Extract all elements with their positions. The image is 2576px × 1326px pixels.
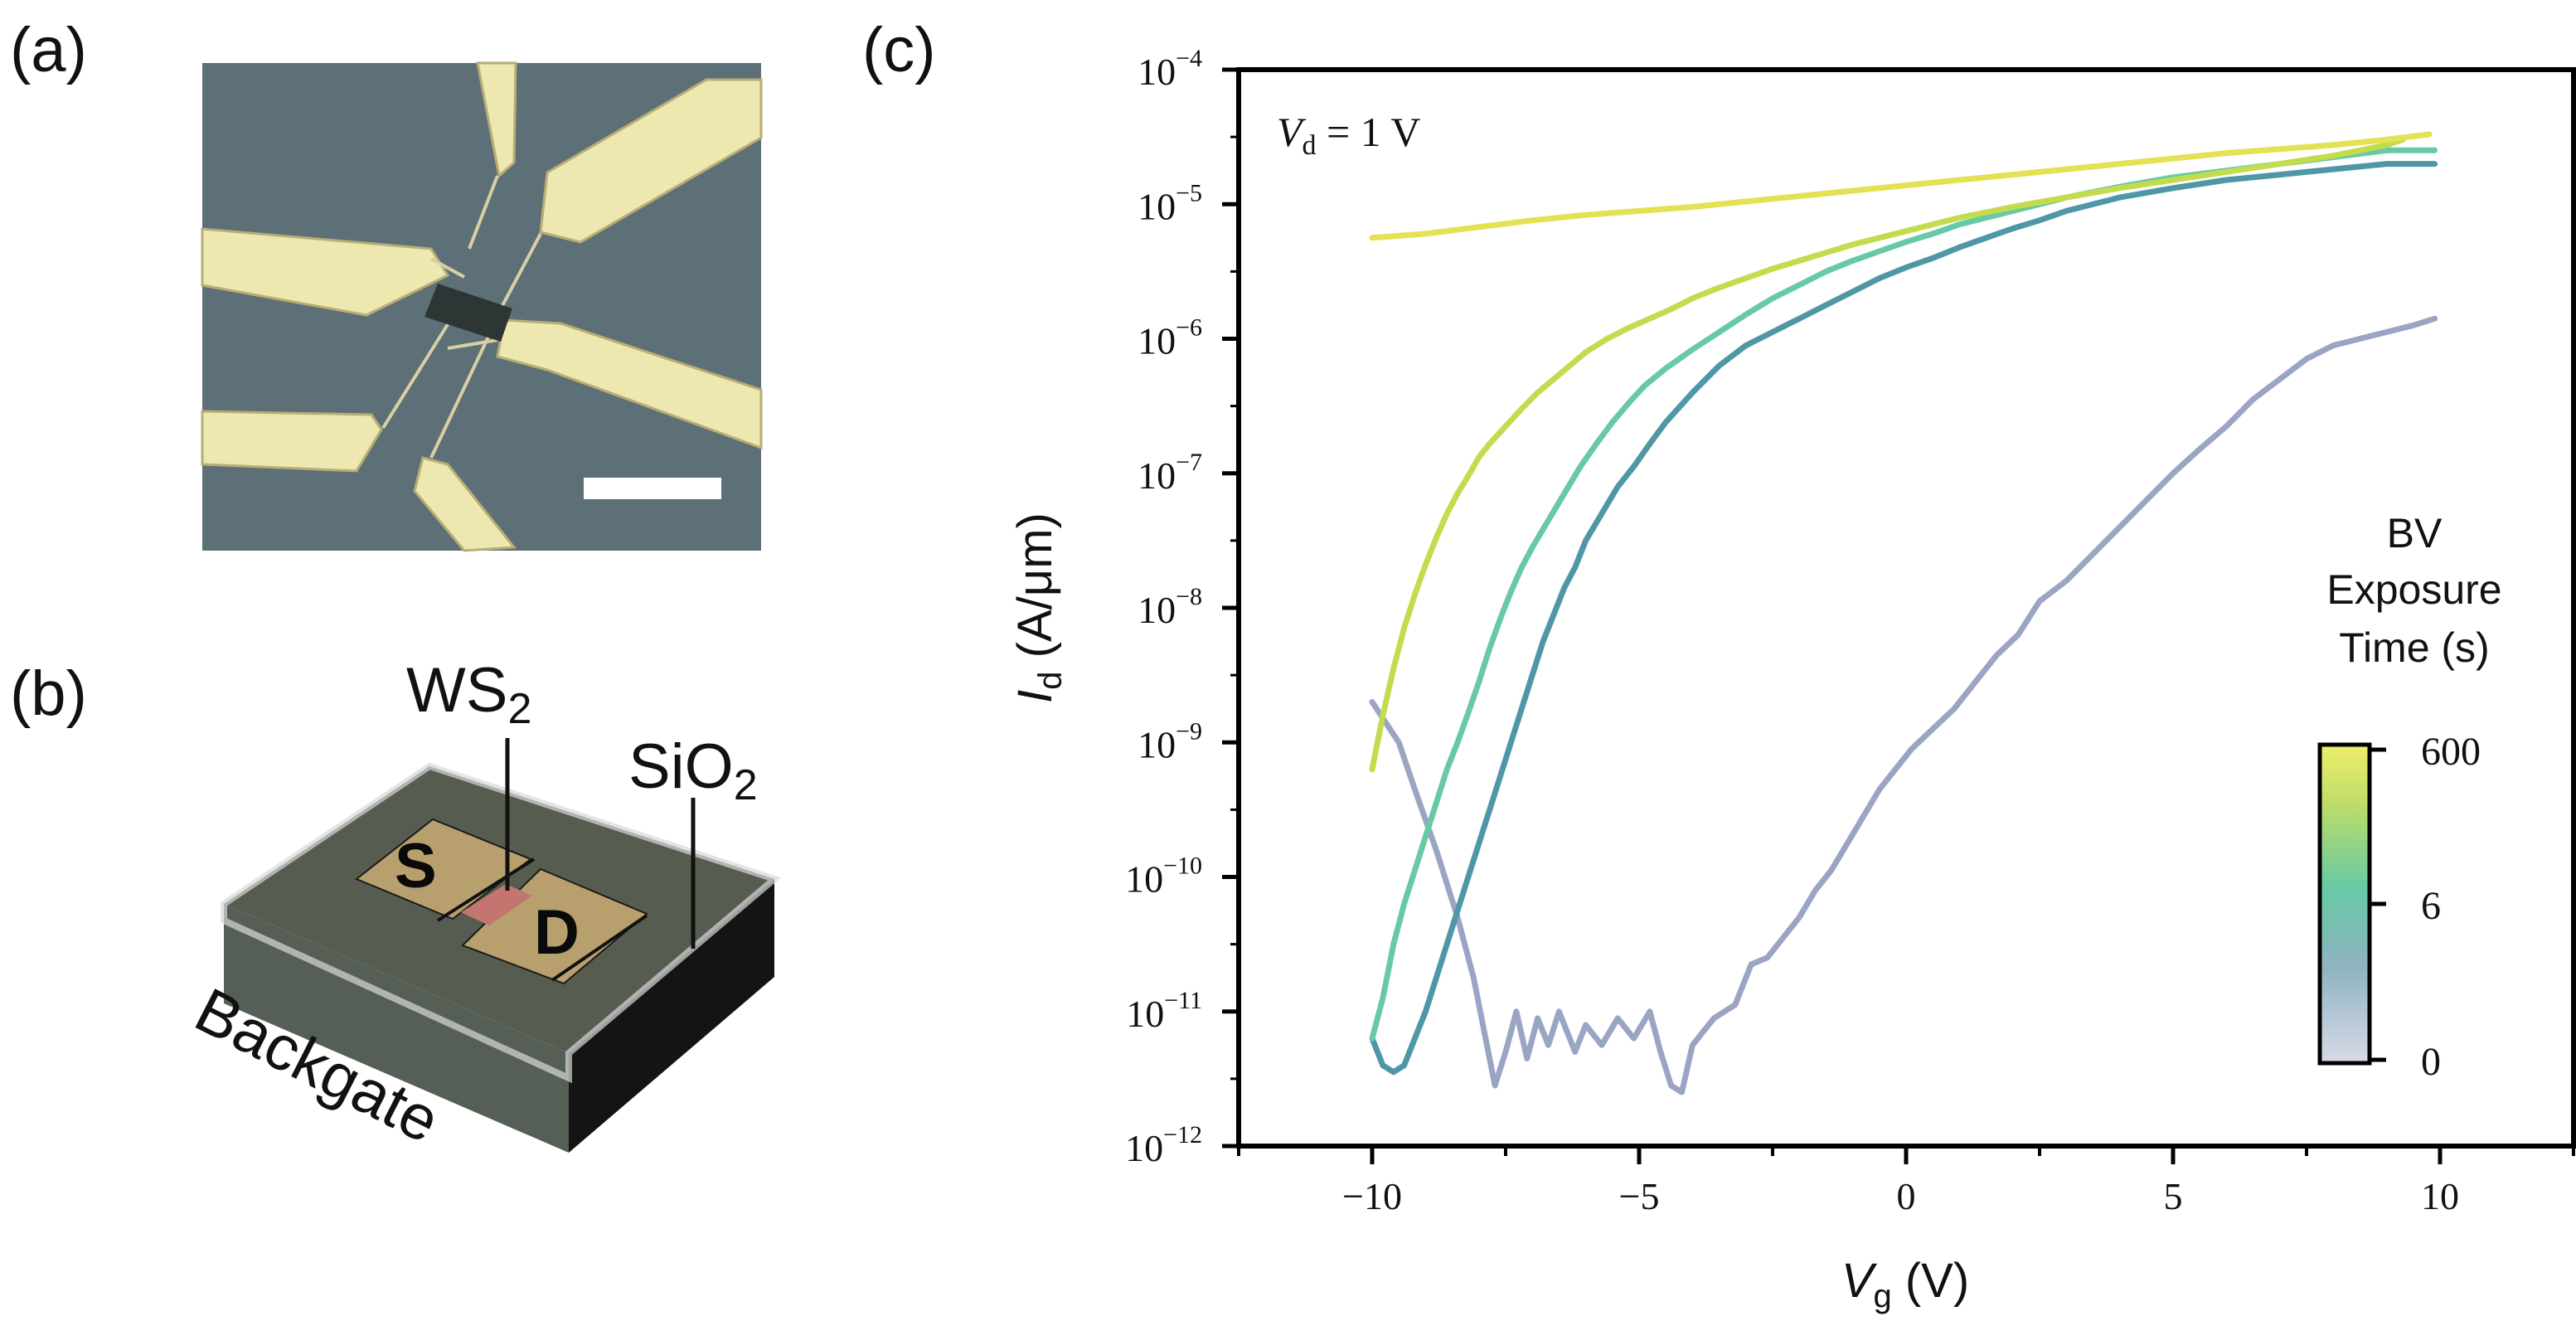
substrate-side (569, 879, 774, 1153)
colorbar-gradient (2317, 742, 2372, 1066)
colorbar-tick-600: 600 (2421, 730, 2481, 774)
y-axis-label: Id (A/μm) (1008, 512, 1069, 703)
colorbar-title: BV Exposure Time (s) (2326, 510, 2501, 671)
colorbar-tick-6: 6 (2421, 884, 2441, 928)
ws2-label: WS2 (406, 655, 531, 733)
series-line-6-s-a- (1369, 161, 2438, 1076)
colorbar-title-line-3: Time (s) (2339, 624, 2489, 671)
curves (1369, 131, 2438, 1095)
y-tick-label: 10−9 (1138, 717, 1202, 765)
source-label: S (395, 831, 437, 901)
source-electrode (355, 818, 532, 920)
colorbar: 600 6 0 (2317, 730, 2481, 1084)
drain-label: D (534, 897, 580, 968)
sio2-label: SiO2 (628, 731, 758, 809)
y-tick-label: 10−6 (1138, 314, 1202, 362)
flake (424, 284, 512, 342)
y-tick-label: 10−8 (1138, 583, 1202, 631)
x-tick-label: −5 (1619, 1175, 1660, 1217)
y-tick-label: 10−7 (1138, 449, 1202, 497)
series-line-6-s-b- (1369, 147, 2438, 1042)
panel-a-label: (a) (10, 15, 87, 85)
x-tick-label: 10 (2421, 1175, 2459, 1217)
x-ticks: −10 −5 0 5 10 (1237, 1146, 2575, 1217)
series-line-0-s (1369, 315, 2438, 1095)
y-tick-label: 10−4 (1138, 45, 1202, 93)
vd-annotation: Vd = 1 V (1277, 109, 1420, 161)
series-line-600-s-b- (1369, 131, 2433, 241)
x-tick-label: 0 (1897, 1175, 1916, 1217)
colorbar-tick-0: 0 (2421, 1040, 2441, 1084)
substrate-front (224, 904, 569, 1153)
x-tick-label: 5 (2164, 1175, 2183, 1217)
x-tick-label: −10 (1342, 1175, 1402, 1217)
y-tick-label: 10−5 (1138, 179, 1202, 227)
transfer-plot: −10 −5 0 5 10 10−410−510−610−710−810−910−101… (1008, 45, 2576, 1314)
series-line-600-s-a- (1369, 136, 2406, 773)
x-axis-label: Vg (V) (1841, 1254, 1969, 1314)
y-tick-label: 10−11 (1126, 987, 1202, 1035)
ws2-channel (461, 884, 532, 925)
y-tick-label: 10−12 (1125, 1121, 1202, 1169)
panel-b-label: (b) (10, 658, 87, 729)
device-schematic: S D WS2 SiO2 Backgate (184, 655, 782, 1157)
y-tick-label: 10−10 (1125, 852, 1202, 901)
y-ticks: 10−4 10−5 10−6 10−7 10−8 10−9 10−10 10−11 10−12 (1125, 45, 1239, 1169)
scale-bar (584, 478, 721, 499)
colorbar-title-line-2: Exposure (2326, 566, 2501, 613)
colorbar-title-line-1: BV (2387, 510, 2443, 556)
panel-c-label: (c) (862, 15, 936, 85)
micrograph (201, 61, 763, 552)
